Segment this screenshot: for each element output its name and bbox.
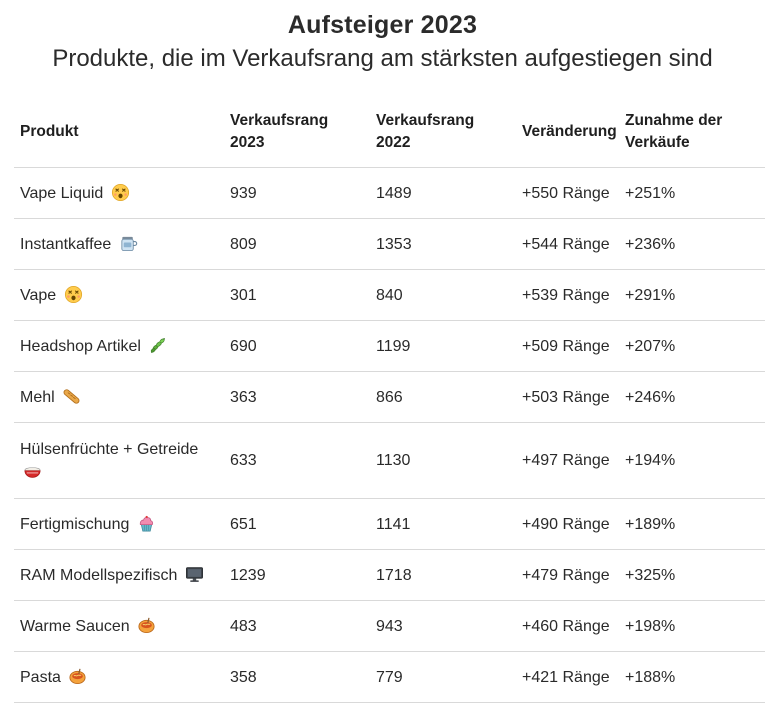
cell-rank-2022: 840 [370,269,516,321]
table-row: Fertigmischung 651 1141 +490 Ränge +189% [14,498,765,550]
cell-product: Vape Liquid [14,167,224,219]
cell-rank-2022: 1130 [370,422,516,499]
cell-product: Headshop Artikel [14,320,224,372]
table-header-row: Produkt Verkaufsrang 2023 Verkaufsrang 2… [14,97,765,168]
cell-increase: +198% [619,600,765,652]
cell-change: +503 Ränge [516,371,619,423]
product-name: Headshop Artikel [20,337,141,355]
table-row: Mehl 363 866 +503 Ränge +246% [14,371,765,423]
cell-increase: +291% [619,269,765,321]
table-row: Headshop Artikel 690 1199 +509 Ränge +207% [14,320,765,372]
ranking-table: Produkt Verkaufsrang 2023 Verkaufsrang 2… [14,97,765,703]
product-name: Vape Liquid [20,184,104,202]
cell-rank-2022: 1199 [370,320,516,372]
cell-rank-2022: 1489 [370,167,516,219]
table-row: RAM Modellspezifisch 1239 1718 +479 Ränge +… [14,549,765,601]
cell-change: +421 Ränge [516,651,619,703]
dizzy-face-icon [64,285,83,304]
baguette-bread-icon [62,387,81,406]
table-row: Vape Liquid 939 1489 +550 Ränge +251% [14,167,765,219]
cell-change: +539 Ränge [516,269,619,321]
cell-rank-2023: 363 [224,371,370,423]
cell-change: +544 Ränge [516,218,619,270]
chart-header: Aufsteiger 2023 Produkte, die im Verkauf… [0,0,765,76]
cell-rank-2022: 866 [370,371,516,423]
sauce-jar-icon [68,667,87,686]
cell-product: Fertigmischung [14,498,224,550]
cell-rank-2023: 690 [224,320,370,372]
cell-change: +550 Ränge [516,167,619,219]
herb-leaf-icon [148,336,167,355]
column-header-increase: Zunahme der Verkäufe [619,97,765,168]
chart-subtitle: Produkte, die im Verkaufsrang am stärkst… [52,45,713,72]
cell-product: Instantkaffee [14,218,224,270]
cell-product: Warme Saucen [14,600,224,652]
cell-product: Vape [14,269,224,321]
cupcake-icon [137,514,156,533]
cell-rank-2022: 1353 [370,218,516,270]
product-name: Warme Saucen [20,617,130,635]
cell-change: +509 Ränge [516,320,619,372]
cell-change: +490 Ränge [516,498,619,550]
cell-rank-2022: 943 [370,600,516,652]
cell-increase: +236% [619,218,765,270]
grain-bowl-icon [23,462,42,481]
table-row: Instantkaffee 809 1353 +544 Ränge +236% [14,218,765,270]
dizzy-face-icon [111,183,130,202]
cell-rank-2023: 939 [224,167,370,219]
table-row: Warme Saucen 483 943 +460 Ränge +198% [14,600,765,652]
cell-increase: +246% [619,371,765,423]
product-name: Instantkaffee [20,235,112,253]
table-row: Pasta 358 779 +421 Ränge +188% [14,651,765,703]
column-header-product: Produkt [14,97,224,168]
cell-rank-2023: 651 [224,498,370,550]
cell-product: RAM Modellspezifisch [14,549,224,601]
product-name: Mehl [20,388,55,406]
product-name: Hülsenfrüchte + Getreide [20,440,199,458]
product-name: Vape [20,286,57,304]
cell-change: +497 Ränge [516,422,619,499]
table-row: Vape 301 840 +539 Ränge +291% [14,269,765,321]
cell-increase: +194% [619,422,765,499]
cell-rank-2023: 633 [224,422,370,499]
product-name: RAM Modellspezifisch [20,566,178,584]
cell-change: +479 Ränge [516,549,619,601]
computer-monitor-icon [185,565,204,584]
cell-increase: +325% [619,549,765,601]
cell-rank-2022: 1141 [370,498,516,550]
cell-rank-2023: 1239 [224,549,370,601]
cell-product: Mehl [14,371,224,423]
column-header-change: Veränderung [516,97,619,168]
cell-rank-2023: 809 [224,218,370,270]
table-body: Vape Liquid 939 1489 +550 Ränge +251% Instan… [14,167,765,703]
cell-increase: +189% [619,498,765,550]
cell-rank-2022: 1718 [370,549,516,601]
chart-title: Aufsteiger 2023 [287,11,478,39]
column-header-rank-2023: Verkaufsrang 2023 [224,97,370,168]
cell-product: Pasta [14,651,224,703]
cell-rank-2023: 358 [224,651,370,703]
cell-rank-2023: 301 [224,269,370,321]
cell-increase: +207% [619,320,765,372]
sauce-jar-icon [137,616,156,635]
column-header-rank-2022: Verkaufsrang 2022 [370,97,516,168]
product-name: Fertigmischung [20,515,130,533]
cell-increase: +251% [619,167,765,219]
table-row: Hülsenfrüchte + Getreide 633 1130 +497 Rän… [14,422,765,499]
cell-increase: +188% [619,651,765,703]
cell-product: Hülsenfrüchte + Getreide [14,422,224,499]
cell-rank-2023: 483 [224,600,370,652]
cell-change: +460 Ränge [516,600,619,652]
coffee-jar-icon [119,234,138,253]
product-name: Pasta [20,668,61,686]
cell-rank-2022: 779 [370,651,516,703]
